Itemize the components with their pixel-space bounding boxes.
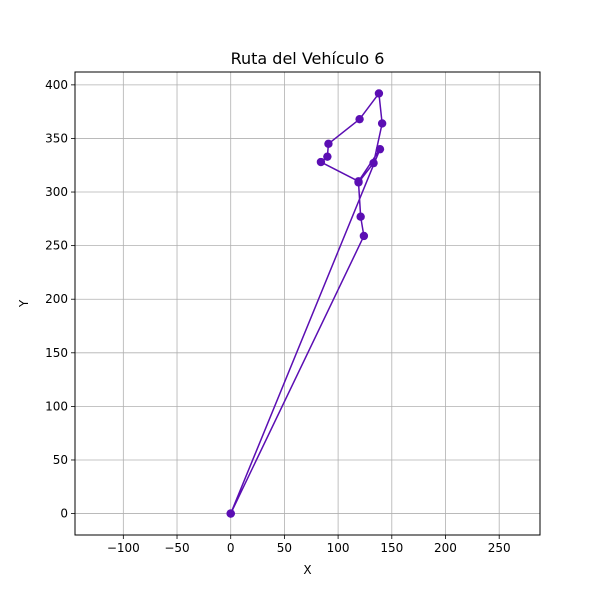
grid <box>75 72 540 535</box>
route-point <box>377 119 387 128</box>
x-tick-label: 250 <box>488 541 511 555</box>
x-tick-label: 100 <box>327 541 350 555</box>
y-tick-label: 350 <box>45 131 68 145</box>
x-tick-label: 150 <box>380 541 403 555</box>
series <box>226 89 387 518</box>
axes-frame <box>74 71 541 536</box>
route-point <box>316 157 326 167</box>
x-tick-label: −100 <box>107 541 140 555</box>
route-point <box>354 177 363 186</box>
y-tick-label: 150 <box>45 346 68 360</box>
route-point <box>359 231 369 241</box>
x-axis-label: X <box>303 563 311 577</box>
y-tick-label: 250 <box>45 239 68 253</box>
ticks: −100 −50 0 50 100 150 200 250 0 50 100 150 200 250 300… <box>45 78 511 555</box>
y-axis-label: Y <box>17 299 31 308</box>
route-point <box>324 139 333 149</box>
route-point <box>226 509 235 518</box>
y-tick-label: 400 <box>45 78 68 92</box>
route-line <box>230 92 383 514</box>
x-tick-label: 0 <box>227 541 235 555</box>
chart-title: Ruta del Vehículo 6 <box>231 49 385 68</box>
x-tick-label: 50 <box>277 541 292 555</box>
route-point <box>356 212 365 221</box>
y-tick-label: 0 <box>60 507 68 521</box>
route-point <box>375 144 385 154</box>
x-tick-label: −50 <box>164 541 189 555</box>
y-tick-label: 100 <box>45 399 68 413</box>
route-point <box>323 152 332 161</box>
x-tick-label: 200 <box>434 541 457 555</box>
route-point <box>374 89 384 98</box>
y-tick-label: 200 <box>45 292 68 306</box>
y-tick-label: 50 <box>53 453 68 467</box>
route-point <box>369 158 378 168</box>
y-tick-label: 300 <box>45 185 68 199</box>
route-point <box>355 114 364 124</box>
